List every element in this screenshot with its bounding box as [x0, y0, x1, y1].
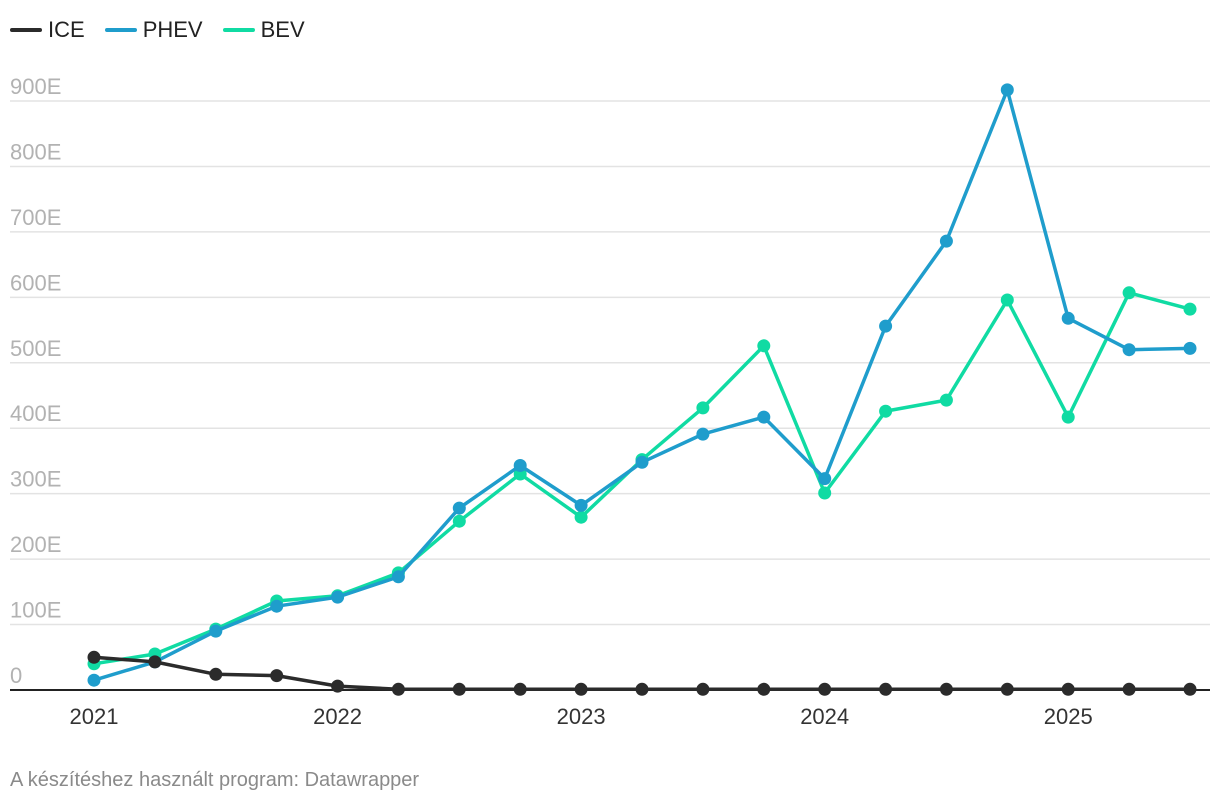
data-point-phev-18 [1183, 341, 1197, 355]
legend-item-phev: PHEV [104, 17, 203, 43]
data-point-ice-10 [696, 682, 710, 696]
y-tick-label-200: 200E [10, 532, 61, 557]
data-point-phev-15 [1000, 83, 1014, 97]
data-point-bev-11 [757, 339, 771, 353]
data-point-phev-3 [270, 599, 284, 613]
footer-credit: A készítéshez használt program: Datawrap… [10, 769, 420, 791]
legend: ICE PHEV BEV [10, 16, 325, 44]
data-point-bev-17 [1122, 286, 1136, 300]
data-point-ice-16 [1061, 682, 1075, 696]
line-chart: 900E 800E 700E 600E 500E 400E 300E 200E 100E 0 202… [10, 74, 1210, 729]
series-line-bev [92, 291, 1192, 666]
data-point-bev-10 [696, 401, 710, 415]
data-point-ice-12 [818, 682, 832, 696]
data-point-phev-2 [209, 624, 223, 638]
x-tick-label-2023: 2023 [557, 704, 606, 729]
data-point-phev-13 [879, 319, 893, 333]
data-point-phev-14 [939, 234, 953, 248]
data-point-ice-17 [1122, 682, 1136, 696]
x-tick-label-2022: 2022 [313, 704, 362, 729]
data-point-bev-14 [939, 393, 953, 407]
legend-label-phev: PHEV [142, 17, 203, 42]
data-point-bev-13 [879, 404, 893, 418]
x-tick-label-2024: 2024 [800, 704, 849, 729]
series-phev [87, 83, 1197, 687]
legend-item-bev: BEV [222, 17, 305, 43]
data-point-ice-18 [1183, 682, 1197, 696]
legend-label-bev: BEV [260, 17, 305, 42]
x-tick-label-2025: 2025 [1044, 704, 1093, 729]
legend-swatch-bev [222, 28, 255, 32]
data-point-ice-5 [391, 682, 405, 696]
data-point-bev-6 [452, 514, 466, 528]
y-tick-label-500: 500E [10, 336, 61, 361]
data-point-ice-11 [757, 682, 771, 696]
data-point-phev-6 [452, 501, 466, 515]
data-point-bev-12 [818, 486, 832, 500]
y-gridlines: 900E 800E 700E 600E 500E 400E 300E 200E 100E 0 [10, 74, 1210, 688]
data-point-ice-8 [574, 682, 588, 696]
y-tick-label-400: 400E [10, 401, 61, 426]
y-tick-label-0: 0 [10, 663, 22, 688]
data-point-ice-1 [148, 655, 162, 669]
y-tick-label-300: 300E [10, 467, 61, 492]
data-point-phev-17 [1122, 343, 1136, 357]
data-point-bev-18 [1183, 302, 1197, 316]
data-point-bev-16 [1061, 410, 1075, 424]
legend-swatch-phev [104, 28, 137, 32]
data-point-ice-15 [1000, 682, 1014, 696]
data-point-ice-3 [270, 669, 284, 683]
y-tick-label-900: 900E [10, 74, 61, 99]
series-line-phev [92, 88, 1192, 682]
y-tick-label-100: 100E [10, 598, 61, 623]
series-ice [87, 650, 1197, 696]
legend-swatch-ice [10, 28, 42, 32]
data-point-phev-8 [574, 498, 588, 512]
y-tick-label-600: 600E [10, 270, 61, 295]
data-point-phev-5 [391, 570, 405, 584]
data-point-phev-12 [818, 472, 832, 486]
data-point-bev-15 [1000, 293, 1014, 307]
data-point-phev-11 [757, 410, 771, 424]
y-tick-label-700: 700E [10, 205, 61, 230]
data-point-ice-13 [879, 682, 893, 696]
data-point-phev-7 [513, 459, 527, 472]
data-point-bev-8 [574, 510, 588, 524]
data-point-phev-10 [696, 427, 710, 441]
x-tick-label-2021: 2021 [70, 704, 119, 729]
legend-label-ice: ICE [48, 17, 85, 42]
data-point-phev-16 [1061, 311, 1075, 325]
data-point-phev-4 [331, 590, 345, 604]
y-tick-label-800: 800E [10, 139, 61, 164]
data-point-ice-9 [635, 682, 649, 696]
series-bev [87, 286, 1197, 671]
legend-item-ice: ICE [10, 17, 85, 43]
data-point-ice-7 [513, 682, 527, 696]
data-point-ice-0 [87, 650, 101, 664]
data-point-ice-6 [452, 682, 466, 696]
data-point-phev-0 [87, 673, 101, 687]
data-point-ice-14 [939, 682, 953, 696]
data-point-ice-4 [331, 679, 345, 693]
x-tick-labels: 2021 2022 2023 2024 2025 [70, 704, 1093, 729]
data-point-ice-2 [209, 667, 223, 681]
data-point-phev-9 [635, 455, 649, 469]
